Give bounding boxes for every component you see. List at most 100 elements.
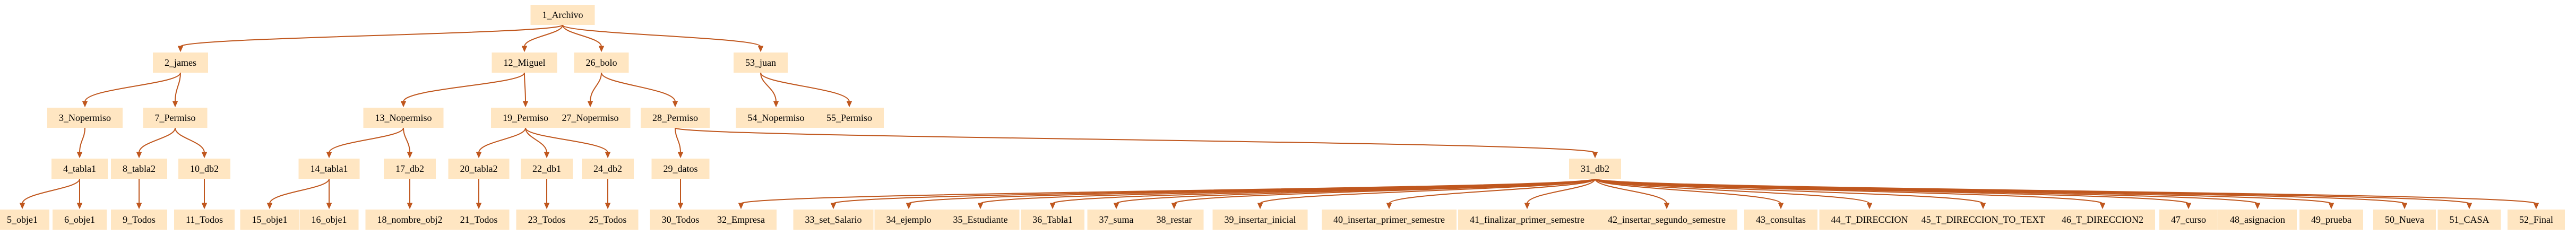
arrowhead-icon [605,152,611,159]
arrowhead-icon [544,203,550,210]
arrowhead-icon [738,203,744,210]
edge-line [175,72,181,102]
node-label: 41_finalizar_primer_semestre [1470,214,1584,225]
edge-line [525,127,547,153]
node-label: 29_datos [664,163,698,174]
edge-line [1389,178,1596,204]
node-54-nopermiso: 54_Nopermiso [736,108,816,128]
node-33-set-salario: 33_set_Salario [793,210,874,230]
node-box [815,108,884,128]
node-label: 18_nombre_obj2 [377,214,443,225]
arrowhead-icon [476,203,482,210]
arrowhead-icon [266,203,273,210]
arrowhead-icon [544,152,550,159]
node-box [1322,210,1457,230]
node-box [111,210,167,230]
arrowhead-icon [1664,203,1670,210]
node-label: 30_Todos [662,214,700,225]
node-20-tabla2: 20_tabla2 [448,159,510,179]
node-53-juan: 53_juan [734,53,788,73]
node-label: 1_Archivo [542,10,583,20]
edge-19-permiso-to-20-tabla2 [476,127,526,159]
edge-2-james-to-3-nopermiso [82,72,181,108]
edge-31-db2-to-44-t-direccion [1595,178,1873,210]
node-label: 4_tabla1 [63,163,96,174]
arrowhead-icon [2254,203,2261,210]
edge-line [180,24,563,47]
node-label: 47_curso [2171,214,2206,225]
edge-line [590,72,602,102]
node-42-insertar-segundo-semestre: 42_insertar_segundo_semestre [1596,210,1737,230]
edge-13-nopermiso-to-14-tabla1 [326,127,404,159]
arrowhead-icon [476,152,482,159]
node-label: 21_Todos [460,214,498,225]
node-32-empresa: 32_Empresa [705,210,777,230]
node-box [2159,210,2218,230]
arrowhead-icon [677,203,684,210]
node-label: 32_Empresa [717,214,765,225]
node-box [734,53,788,73]
edge-line [1595,178,1781,204]
node-label: 45_T_DIRECCION_TO_TEXT [1922,214,2045,225]
arrowhead-icon [2185,203,2192,210]
node-31-db2: 31_db2 [1569,159,1621,179]
node-label: 8_tabla2 [123,163,156,174]
edge-4-tabla1-to-5-obje1 [19,178,80,210]
node-46-t-direccion2: 46_T_DIRECCION2 [2050,210,2155,230]
node-29-datos: 29_datos [651,159,710,179]
node-21-todos: 21_Todos [448,210,510,230]
node-box [365,210,454,230]
edge-53-juan-to-55-permiso [760,72,852,108]
node-box [736,108,816,128]
arrowhead-icon [977,203,984,210]
edge-7-permiso-to-10-db2 [175,127,208,159]
node-label: 38_restar [1157,214,1192,225]
node-48-asignacion: 48_asignacion [2218,210,2297,230]
node-box [941,210,1020,230]
node-38-restar: 38_restar [1144,210,1204,230]
edge-1-archivo-to-53-juan [562,24,764,53]
node-45-t-direccion-to-text: 45_T_DIRECCION_TO_TEXT [1909,210,2057,230]
node-label: 40_insertar_primer_semestre [1333,214,1445,225]
edge-line [562,24,761,47]
node-box [384,159,436,179]
node-label: 25_Todos [589,214,627,225]
node-box [2373,210,2436,230]
node-18-nombre-obj2: 18_nombre_obj2 [365,210,454,230]
node-22-db1: 22_db1 [521,159,573,179]
node-10-db2: 10_db2 [178,159,230,179]
node-24-db2: 24_db2 [582,159,634,179]
edge-1-archivo-to-12-miguel [521,24,563,53]
node-26-bolo: 26_bolo [574,53,629,73]
arrowhead-icon [177,46,184,53]
node-box [521,159,573,179]
node-4-tabla1: 4_tabla1 [51,159,108,179]
arrowhead-icon [76,203,83,210]
node-box [448,159,510,179]
edge-line [1595,178,2537,204]
node-label: 46_T_DIRECCION2 [2062,214,2143,225]
edge-line [760,72,777,102]
node-label: 20_tabla2 [460,163,498,174]
edge-19-permiso-to-24-db2 [525,127,611,159]
node-label: 28_Permiso [652,112,698,123]
node-label: 9_Todos [123,214,156,225]
arrowhead-icon [1257,203,1263,210]
edge-29-datos-to-30-todos [677,179,684,210]
node-box [1909,210,2057,230]
node-8-tabla2: 8_tabla2 [111,159,167,179]
node-box [448,210,510,230]
node-27-nopermiso: 27_Nopermiso [550,108,631,128]
node-14-tabla1: 14_tabla1 [298,159,360,179]
node-label: 13_Nopermiso [375,112,432,123]
node-box [651,159,710,179]
edge-line [403,72,525,102]
arrowhead-icon [201,203,208,210]
node-box [1569,159,1621,179]
edge-12-miguel-to-13-nopermiso [400,72,525,108]
arrowhead-icon [672,101,678,108]
node-15-obje1: 15_obje1 [240,210,299,230]
edge-2-james-to-7-permiso [172,72,181,108]
arrowhead-icon [1778,203,1784,210]
node-52-final: 52_Final [2508,210,2565,230]
